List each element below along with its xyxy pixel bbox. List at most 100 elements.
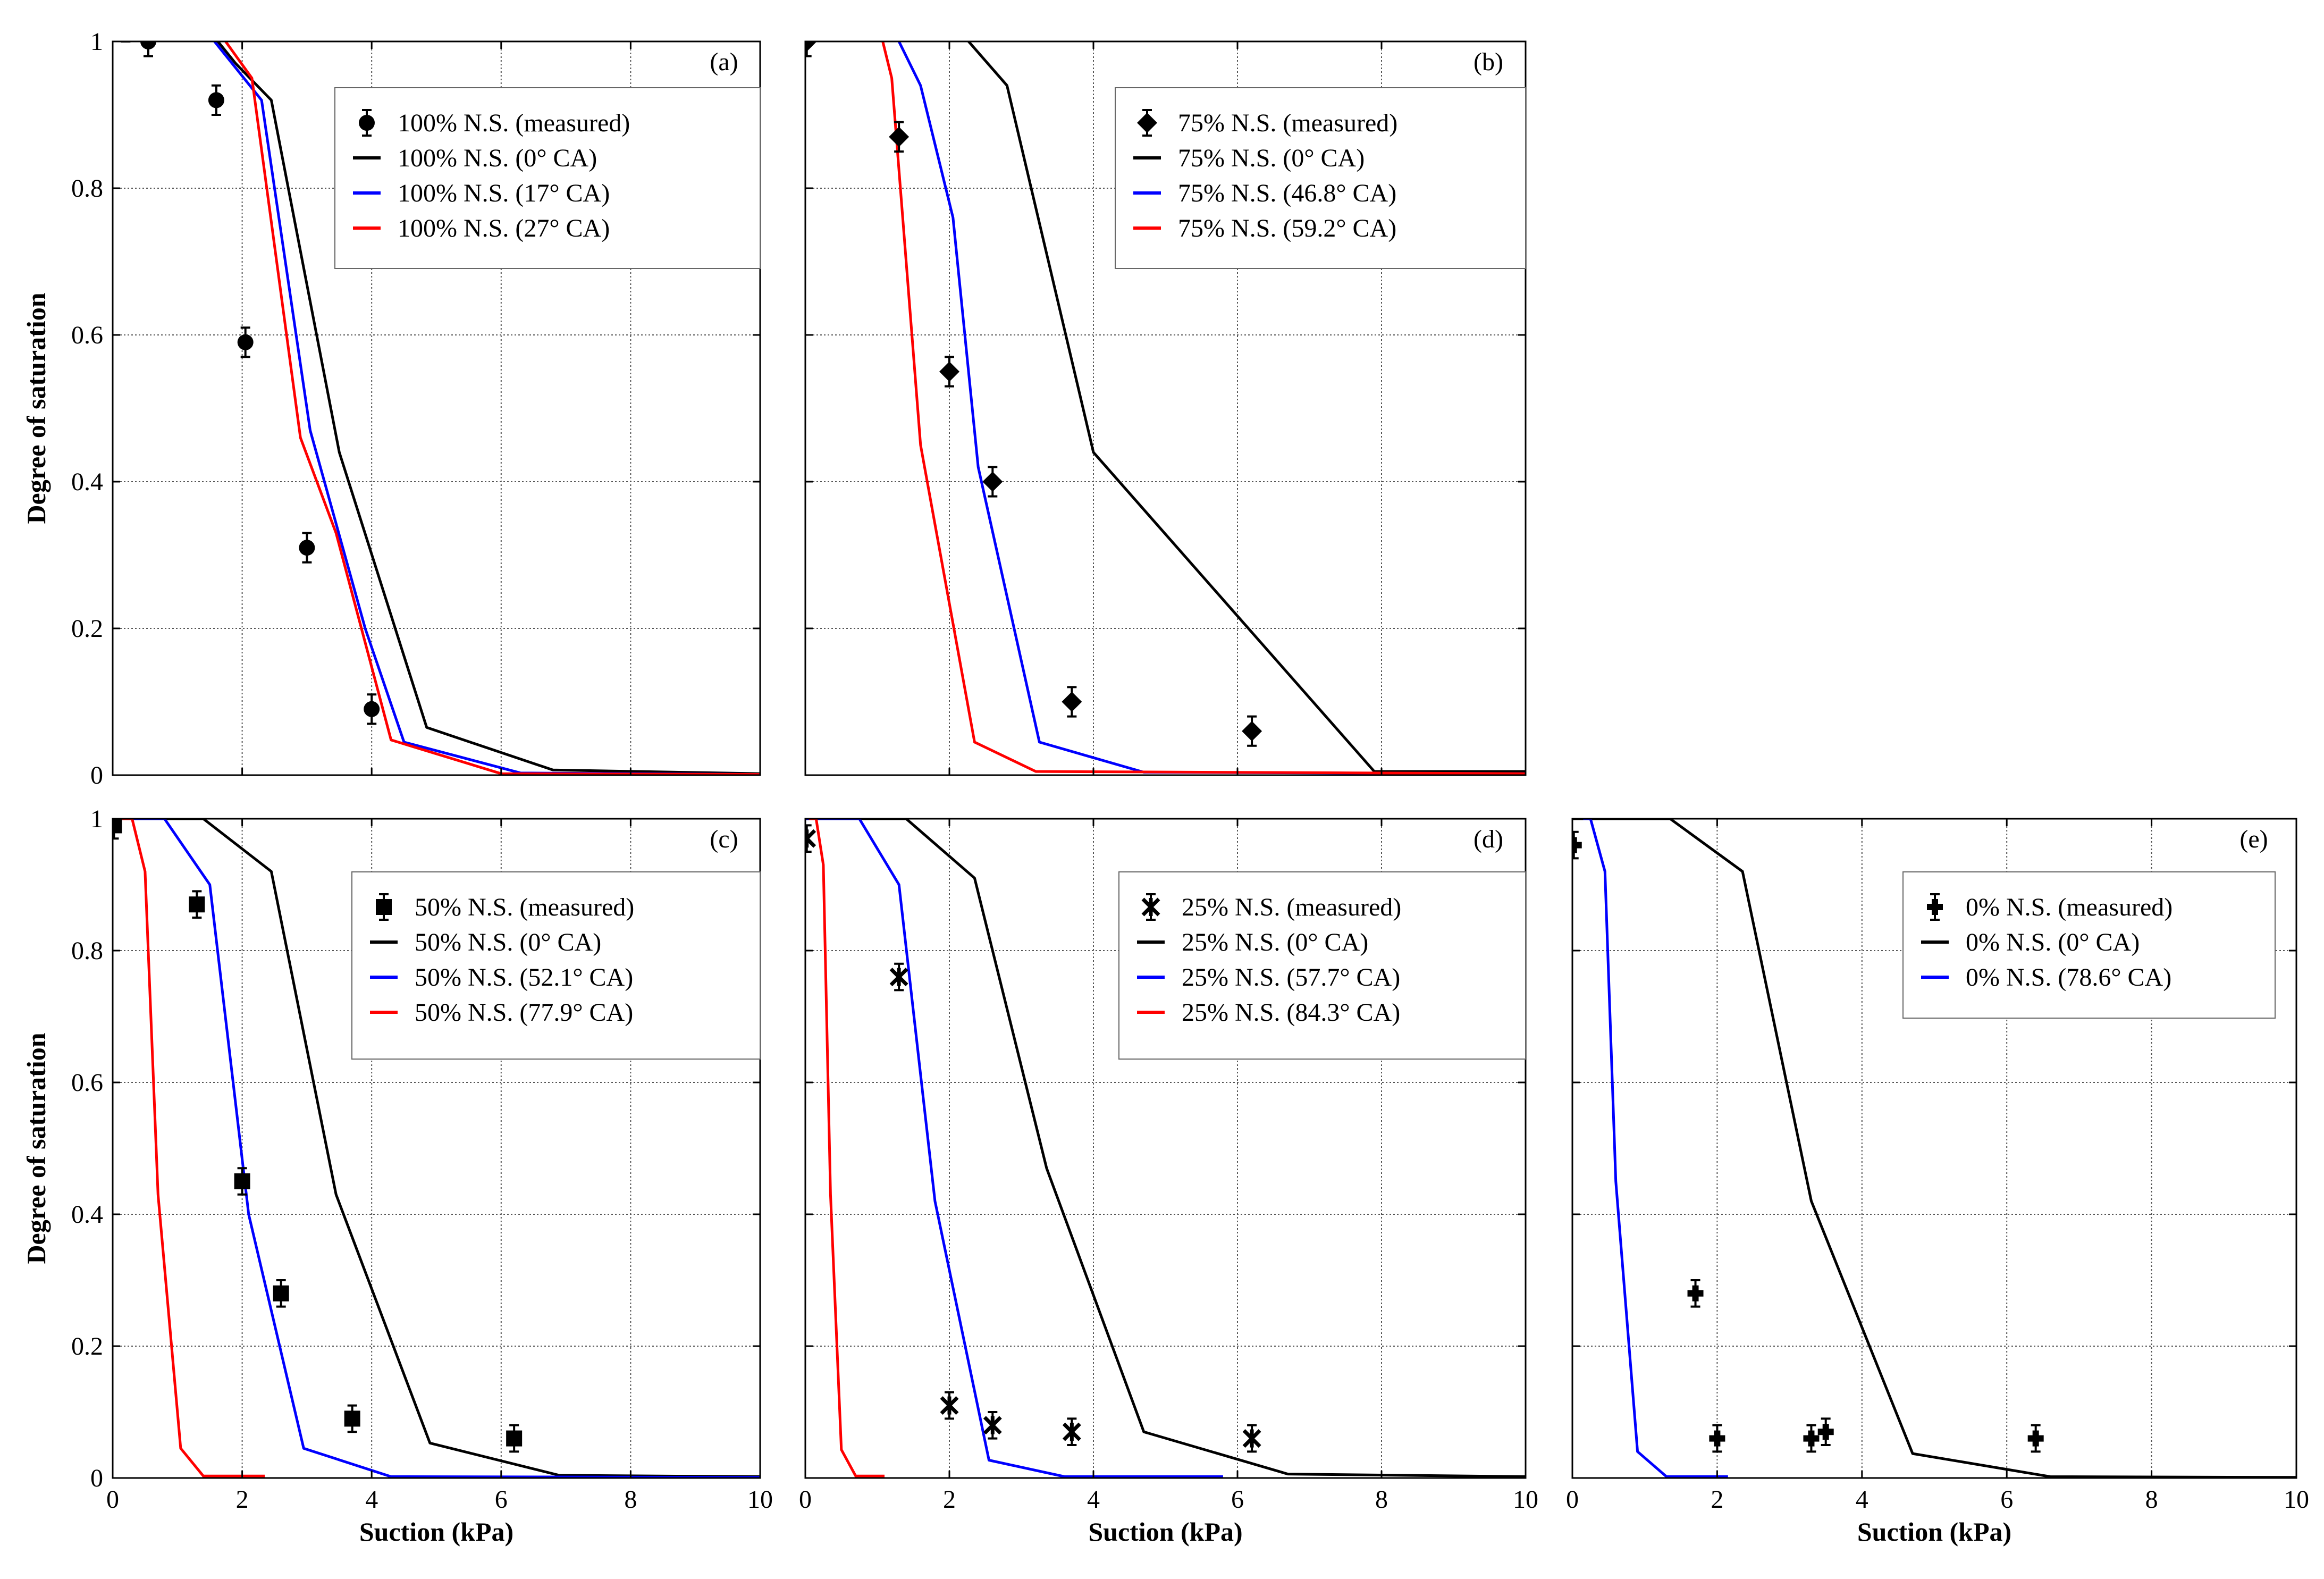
x-axis-title: Suction (kPa) [1088,1517,1242,1547]
x-tick-label: 2 [1711,1485,1723,1514]
legend-entry-2: 100% N.S. (27° CA) [353,214,610,242]
x-tick-label: 8 [2145,1485,2158,1514]
y-axis-title: Degree of saturation [21,292,51,524]
error-bar [121,41,131,43]
legend-entry-measured: 75% N.S. (measured) [1137,109,1397,137]
x-tick-label: 6 [495,1485,508,1514]
error-bar [143,41,153,57]
legend-label: 0% N.S. (measured) [1966,893,2173,921]
legend-box [334,87,761,269]
data-point [2027,1430,2044,1447]
y-tick-label: 0.8 [71,174,103,203]
legend-label: 25% N.S. (84.3° CA) [1182,998,1400,1027]
x-tick-label: 10 [1513,1485,1538,1514]
series-line-1 [113,819,760,1478]
legend: 100% N.S. (measured) 100% N.S. (0° CA) 100… [334,87,761,269]
axes-frame [804,818,1527,1479]
legend-label: 50% N.S. (measured) [415,893,634,921]
data-point [889,127,910,147]
legend-marker [376,899,392,915]
x-tick-label: 10 [747,1485,773,1514]
x-tick-label: 4 [1087,1485,1100,1514]
data-point [939,362,959,382]
x-tick-label: 6 [2000,1485,2013,1514]
x-tick-label: 4 [1856,1485,1868,1514]
x-tick-label: 2 [943,1485,956,1514]
legend-entry-2: 25% N.S. (84.3° CA) [1137,998,1400,1027]
y-axis-title: Degree of saturation [21,1032,51,1264]
legend-label: 75% N.S. (measured) [1178,109,1397,137]
y-tick-label: 0.2 [71,1332,103,1360]
panel-a: 0 0.2 0.4 0.6 0.8 1 Degree of saturation (a) 100… [21,19,761,789]
series-lines [881,41,1526,775]
data-point [344,1410,360,1427]
data-point [1242,721,1262,742]
measured-points [113,819,523,1453]
x-tick-label: 4 [365,1485,378,1514]
series-line-2 [224,41,760,775]
data-point [889,968,908,987]
legend-entry-0: 25% N.S. (0° CA) [1137,928,1368,956]
panel-d: 0 2 4 6 8 10 Suction (kPa) (d) 25% N.S. (measure… [799,818,1538,1547]
legend-entry-1: 100% N.S. (17° CA) [353,179,610,207]
legend-marker [1927,899,1943,915]
legend-entry-measured: 50% N.S. (measured) [376,893,634,921]
legend-label: 100% N.S. (27° CA) [398,214,610,242]
y-tick-label: 1 [90,805,103,833]
legend-box [1902,871,2276,1019]
series-line-2 [119,819,265,1477]
y-tick-label: 0.4 [71,1200,103,1229]
x-tick-label: 8 [1375,1485,1388,1514]
series-line-1 [1583,819,1728,1478]
series-line-1 [805,819,1223,1478]
x-tick-label: 0 [1566,1485,1579,1514]
legend-entry-1: 75% N.S. (46.8° CA) [1133,179,1396,207]
measured-points [805,41,1262,747]
x-tick-label: 6 [1231,1485,1244,1514]
legend-label: 25% N.S. (measured) [1182,893,1401,921]
legend-label: 75% N.S. (46.8° CA) [1178,179,1396,207]
data-point [364,701,380,717]
legend-entry-measured: 0% N.S. (measured) [1927,893,2173,921]
series-line-0 [805,819,1526,1478]
legend-entry-1: 50% N.S. (52.1° CA) [370,963,633,992]
legend-entry-1: 25% N.S. (57.7° CA) [1137,963,1400,992]
data-point [299,540,315,556]
panel-label: (e) [2239,825,2268,853]
legend-label: 100% N.S. (0° CA) [398,144,597,172]
panel-c: 0 2 4 6 8 10 0 0.2 0.4 0.6 0.8 1 Suction (kPa) Degree… [21,805,773,1547]
panel-e: 0 2 4 6 8 10 Suction (kPa) (e) 0% N.S. (measured… [1566,818,2309,1547]
legend-label: 50% N.S. (77.9° CA) [415,998,633,1027]
data-point [940,1396,959,1415]
measured-points [805,824,1261,1453]
series-lines [113,819,760,1478]
data-point [805,829,816,848]
y-tick-label: 0.2 [71,615,103,643]
panel-label: (b) [1473,48,1503,76]
measured-points [1572,830,2044,1453]
legend: 50% N.S. (measured) 50% N.S. (0° CA) 50% N… [351,871,761,1060]
x-tick-label: 0 [799,1485,812,1514]
data-point [1062,1422,1081,1441]
series-line-0 [966,41,1526,773]
panel-label: (d) [1473,825,1503,853]
data-point [140,41,156,49]
data-point [117,19,133,35]
series-lines [805,819,1526,1478]
legend-entry-2: 75% N.S. (59.2° CA) [1133,214,1396,242]
series-line-0 [113,819,760,1478]
data-point [189,896,205,913]
data-point [1803,1430,1820,1447]
measured-points [117,19,380,725]
legend-entry-0: 0% N.S. (0° CA) [1921,928,2140,956]
legend-box [1118,871,1526,1060]
legend-label: 25% N.S. (0° CA) [1182,928,1368,956]
legend-label: 50% N.S. (52.1° CA) [415,963,633,992]
legend-label: 50% N.S. (0° CA) [415,928,601,956]
legend-label: 75% N.S. (59.2° CA) [1178,214,1396,242]
data-point [234,1173,250,1189]
x-tick-label: 2 [236,1485,249,1514]
x-axis-title: Suction (kPa) [1857,1517,2011,1547]
